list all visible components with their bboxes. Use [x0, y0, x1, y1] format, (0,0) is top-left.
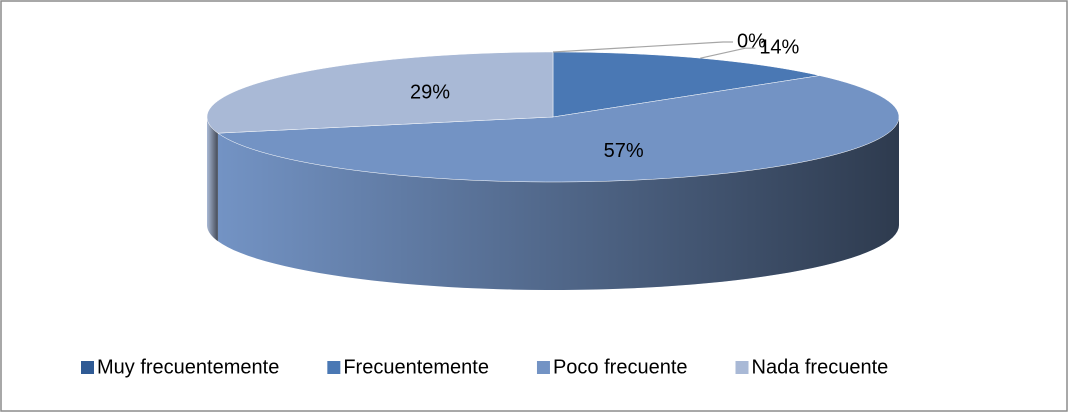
data-label: 0% — [737, 30, 766, 52]
legend-label: Muy frecuentemente — [97, 356, 279, 378]
legend-label: Poco frecuente — [553, 356, 688, 378]
pie-slice — [217, 75, 900, 183]
leader-line — [552, 41, 733, 53]
legend-swatch — [536, 361, 550, 374]
legend-label: Nada frecuente — [752, 356, 889, 378]
legend-swatch — [327, 361, 341, 374]
legend-label: Frecuentemente — [343, 356, 489, 378]
leader-line — [700, 47, 756, 59]
data-label: 29% — [410, 81, 450, 103]
data-label: 14% — [759, 36, 799, 58]
side-shade — [207, 117, 218, 242]
pie-slice — [206, 51, 554, 134]
data-label: 57% — [604, 140, 644, 162]
legend-swatch — [81, 361, 94, 374]
legend-swatch — [735, 361, 749, 374]
side-shade — [217, 117, 899, 290]
